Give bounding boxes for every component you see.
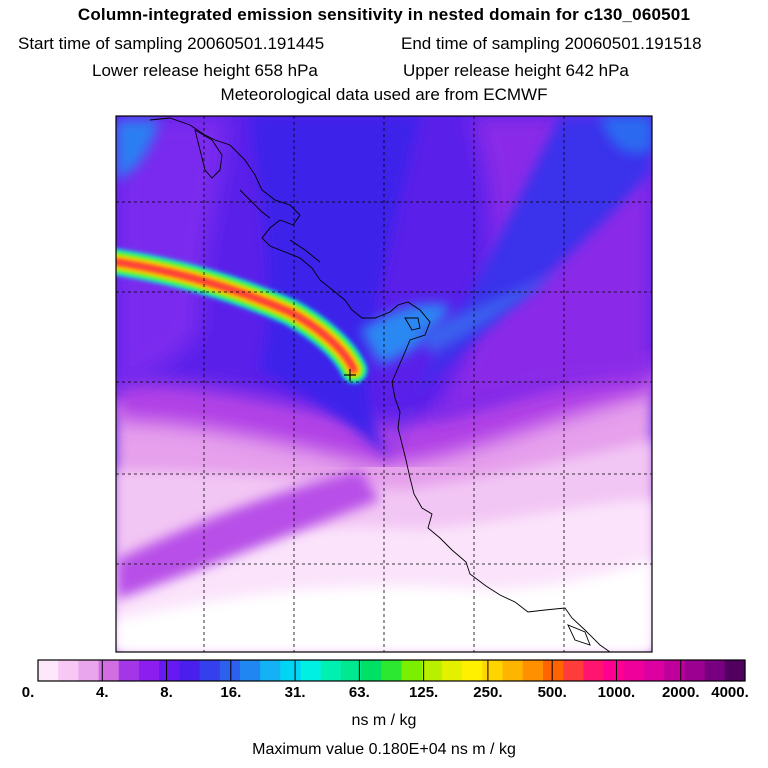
colorbar-tick-label: 0. <box>21 684 35 701</box>
sampling-end-label: End time of sampling 20060501.191518 <box>401 34 702 53</box>
colorbar-swatch <box>341 660 362 681</box>
colorbar-tick-label: 2000. <box>661 684 700 701</box>
map-title: Column-integrated emission sensitivity i… <box>77 5 691 24</box>
colorbar-tick-label: 1000. <box>597 684 636 701</box>
colorbar-swatch <box>98 660 120 681</box>
colorbar-swatch <box>280 660 302 681</box>
colorbar-units-label: ns m / kg <box>351 712 417 729</box>
colorbar-swatch <box>421 660 443 681</box>
colorbar-swatch <box>543 660 564 681</box>
colorbar-tick-label: 63. <box>348 684 370 701</box>
colorbar-swatch <box>583 660 605 681</box>
colorbar-tick-label: 16. <box>220 684 242 701</box>
sampling-start-label: Start time of sampling 20060501.191445 <box>18 34 325 53</box>
colorbar-swatch <box>159 660 180 681</box>
colorbar-tick-label: 500. <box>537 684 567 701</box>
colorbar-tick-label: 4000. <box>711 684 749 701</box>
colorbar-frame <box>37 659 746 682</box>
colorbar-swatch <box>401 660 423 681</box>
colorbar-swatch <box>381 660 403 681</box>
colorbar-tick-label: 31. <box>284 684 306 701</box>
colorbar-swatch <box>38 660 59 681</box>
upper-release-height-label: Upper release height 642 hPa <box>403 61 629 80</box>
colorbar-tick-label: 125. <box>409 684 439 701</box>
colorbar-swatch <box>219 660 241 681</box>
colorbar-swatch <box>58 660 79 681</box>
colorbar <box>38 660 746 681</box>
colorbar-swatch <box>199 660 221 681</box>
maximum-value-label: Maximum value 0.180E+04 ns m / kg <box>252 741 516 758</box>
colorbar-swatch <box>724 660 746 681</box>
colorbar-tick-label: 8. <box>160 684 173 701</box>
colorbar-swatch <box>684 660 706 681</box>
release-point-marker <box>344 369 356 381</box>
coastline <box>149 117 611 652</box>
colorbar-swatch <box>361 660 382 681</box>
sensitivity-field <box>116 116 652 652</box>
colorbar-swatch <box>522 660 544 681</box>
colorbar-swatch <box>442 660 463 681</box>
colorbar-swatch <box>704 660 726 681</box>
colorbar-swatch <box>300 660 322 681</box>
colorbar-swatch <box>502 660 524 681</box>
lower-release-height-label: Lower release height 658 hPa <box>92 61 318 80</box>
colorbar-tick-label: 250. <box>473 684 503 701</box>
colorbar-swatch <box>664 660 685 681</box>
colorbar-tick-label: 4. <box>96 684 109 701</box>
trajectory-plume <box>116 249 367 383</box>
colorbar-swatch <box>179 660 201 681</box>
colorbar-swatch <box>118 660 140 681</box>
colorbar-swatch <box>623 660 645 681</box>
colorbar-swatch <box>139 660 160 681</box>
colorbar-swatch <box>320 660 342 681</box>
colorbar-swatch <box>563 660 584 681</box>
colorbar-swatch <box>482 660 504 681</box>
met-data-label: Meteorological data used are from ECMWF <box>220 85 548 104</box>
colorbar-swatch <box>644 660 665 681</box>
colorbar-swatch <box>603 660 625 681</box>
lat-lon-grid <box>116 116 652 652</box>
colorbar-swatch <box>240 660 261 681</box>
colorbar-swatch <box>260 660 281 681</box>
colorbar-swatch <box>462 660 483 681</box>
colorbar-swatch <box>78 660 100 681</box>
map-frame <box>115 115 653 653</box>
